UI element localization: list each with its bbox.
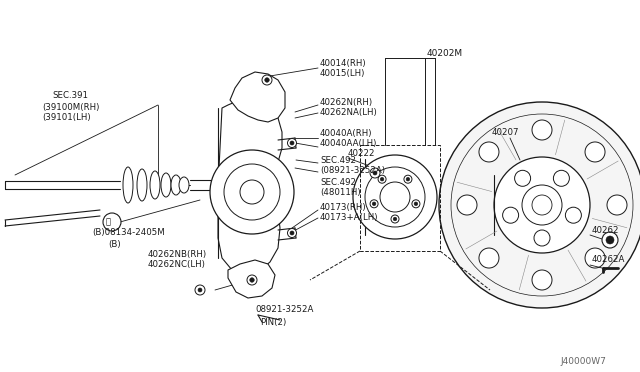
Text: 40202M: 40202M (427, 48, 463, 58)
Circle shape (103, 213, 121, 231)
Ellipse shape (179, 177, 189, 193)
Circle shape (457, 195, 477, 215)
Polygon shape (230, 72, 285, 122)
Ellipse shape (161, 173, 171, 197)
Text: (B): (B) (108, 240, 120, 248)
Text: 40262N(RH): 40262N(RH) (320, 97, 373, 106)
Circle shape (195, 285, 205, 295)
Circle shape (370, 200, 378, 208)
Circle shape (247, 275, 257, 285)
Ellipse shape (171, 175, 181, 195)
Ellipse shape (137, 169, 147, 201)
Text: 40040A(RH): 40040A(RH) (320, 128, 372, 138)
Circle shape (606, 236, 614, 244)
Circle shape (404, 175, 412, 183)
Text: SEC.492: SEC.492 (320, 177, 356, 186)
Text: (39101(LH): (39101(LH) (42, 112, 91, 122)
Circle shape (210, 150, 294, 234)
Circle shape (534, 230, 550, 246)
Text: 40262NA(LH): 40262NA(LH) (320, 108, 378, 116)
Circle shape (353, 155, 437, 239)
Circle shape (515, 170, 531, 186)
Circle shape (502, 207, 518, 223)
Circle shape (262, 75, 272, 85)
Circle shape (250, 278, 254, 282)
Text: 40262: 40262 (592, 225, 620, 234)
Text: 08921-3252A: 08921-3252A (255, 305, 314, 314)
Circle shape (565, 207, 581, 223)
Circle shape (373, 171, 377, 175)
Circle shape (412, 200, 420, 208)
Circle shape (290, 141, 294, 145)
Text: 40262A: 40262A (592, 256, 625, 264)
Circle shape (265, 78, 269, 82)
Circle shape (224, 164, 280, 220)
Ellipse shape (123, 167, 133, 203)
Circle shape (522, 185, 562, 225)
Circle shape (380, 182, 410, 212)
Circle shape (532, 120, 552, 140)
Text: Ⓑ: Ⓑ (106, 218, 111, 227)
Circle shape (198, 288, 202, 292)
Text: 40222: 40222 (348, 148, 376, 157)
Circle shape (287, 228, 296, 237)
Text: 40014(RH): 40014(RH) (320, 58, 367, 67)
Circle shape (287, 138, 296, 148)
Text: (48011H): (48011H) (320, 187, 360, 196)
Circle shape (439, 102, 640, 308)
Text: 40207: 40207 (492, 128, 520, 137)
Text: SEC.391: SEC.391 (52, 90, 88, 99)
Circle shape (393, 217, 397, 221)
Circle shape (585, 142, 605, 162)
Circle shape (532, 195, 552, 215)
Circle shape (391, 215, 399, 223)
Circle shape (370, 168, 380, 178)
Circle shape (532, 270, 552, 290)
Text: 40173(RH): 40173(RH) (320, 202, 367, 212)
Text: (B)08134-2405M: (B)08134-2405M (92, 228, 164, 237)
Text: 40262NB(RH): 40262NB(RH) (148, 250, 207, 260)
Text: J40000W7: J40000W7 (560, 357, 606, 366)
Circle shape (372, 202, 376, 206)
Text: 40040AA(LH): 40040AA(LH) (320, 138, 378, 148)
Polygon shape (218, 100, 282, 276)
Circle shape (378, 175, 386, 183)
Text: (08921-3252A): (08921-3252A) (320, 166, 385, 174)
Text: SEC.492: SEC.492 (320, 155, 356, 164)
Circle shape (479, 248, 499, 268)
Circle shape (406, 177, 410, 181)
Text: PIN(2): PIN(2) (260, 317, 286, 327)
Circle shape (554, 170, 570, 186)
Text: 40262NC(LH): 40262NC(LH) (148, 260, 206, 269)
Text: 40015(LH): 40015(LH) (320, 68, 365, 77)
Circle shape (585, 248, 605, 268)
Bar (360, 145, 440, 251)
Text: 40173+A(LH): 40173+A(LH) (320, 212, 378, 221)
Circle shape (240, 180, 264, 204)
Circle shape (607, 195, 627, 215)
Circle shape (290, 231, 294, 235)
Circle shape (414, 202, 418, 206)
Ellipse shape (150, 171, 160, 199)
Circle shape (479, 142, 499, 162)
Circle shape (365, 167, 425, 227)
Circle shape (602, 232, 618, 248)
Circle shape (494, 157, 590, 253)
Polygon shape (228, 260, 275, 298)
Circle shape (380, 177, 384, 181)
Text: (39100M(RH): (39100M(RH) (42, 103, 99, 112)
